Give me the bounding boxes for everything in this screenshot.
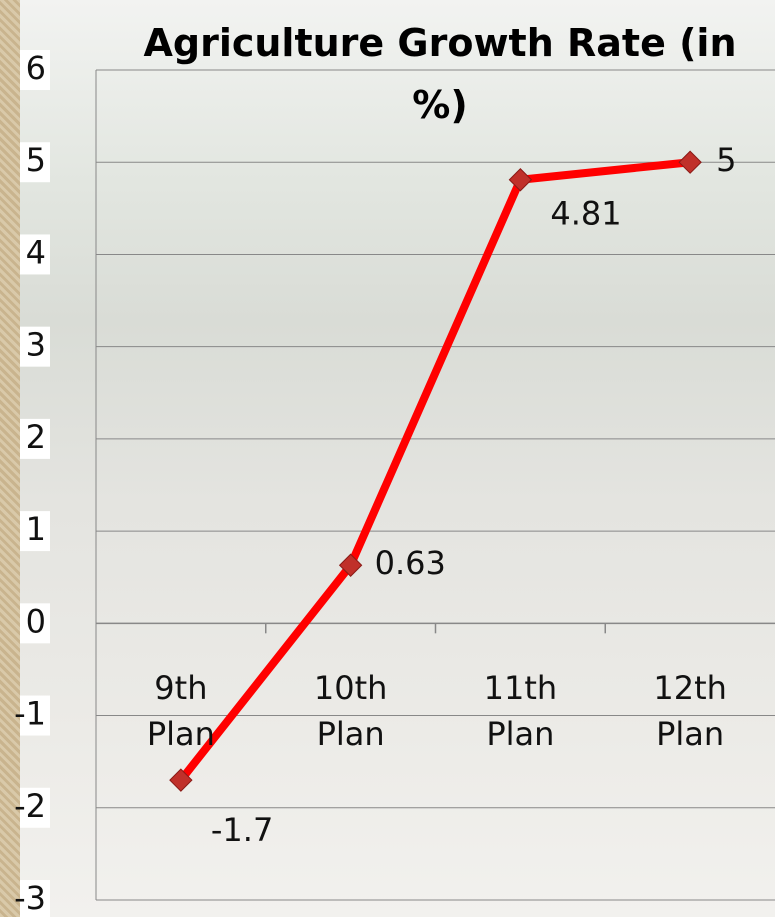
marker [679, 151, 701, 173]
y-tick-label: 2 [26, 418, 46, 456]
y-tick-label: 0 [26, 602, 46, 640]
chart-title: Agriculture Growth Rate (in %) [120, 12, 760, 136]
chart: -3 -2 -1 0 1 2 3 4 5 6 -1.7 0.63 4.81 5 Agriculture G… [0, 0, 775, 917]
data-label: 4.81 [550, 195, 621, 233]
x-tick-label: 12th Plan [610, 665, 770, 757]
plot: -3 -2 -1 0 1 2 3 4 5 6 -1.7 0.63 4.81 5 [0, 0, 775, 917]
y-tick-label: -3 [14, 879, 46, 917]
data-label: 0.63 [375, 544, 446, 582]
y-tick-label: -1 [14, 695, 46, 733]
x-tick-label: 11th Plan [440, 665, 600, 757]
x-tick-label: 9th Plan [101, 665, 261, 757]
y-tick-label: 1 [26, 510, 46, 548]
y-tick-label: 5 [26, 141, 46, 179]
y-tick-label: 3 [26, 326, 46, 364]
y-tick-label: 4 [26, 233, 46, 271]
data-label: -1.7 [211, 811, 273, 849]
y-tick-label: 6 [26, 49, 46, 87]
y-tick-label: -2 [14, 787, 46, 825]
data-label: 5 [716, 141, 736, 179]
x-tick-label: 10th Plan [271, 665, 431, 757]
